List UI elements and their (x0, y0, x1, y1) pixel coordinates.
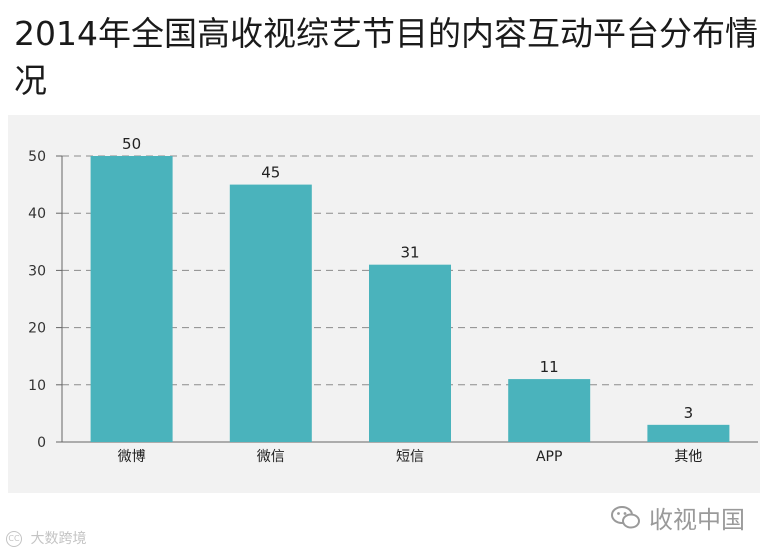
x-tick-label: APP (536, 449, 562, 465)
bar (369, 264, 451, 442)
bar (229, 184, 312, 442)
x-tick-label: 微博 (118, 448, 146, 465)
bar (508, 379, 591, 442)
chart-panel: 0 10 20 30 40 50 50 微博 45 微信 31 短信 11 APP 3 其他 (8, 115, 760, 493)
x-tick-label: 短信 (396, 449, 424, 465)
y-tick-label: 0 (37, 435, 46, 451)
x-tick-label: 其他 (674, 449, 702, 465)
bar-chart: 0 10 20 30 40 50 50 微博 45 微信 31 短信 11 APP 3 其他 (28, 135, 758, 465)
data-label: 45 (261, 164, 280, 182)
y-tick-label: 50 (28, 149, 46, 165)
brand-watermark-text: 收视中国 (649, 506, 745, 534)
bar (647, 424, 730, 442)
data-label: 31 (400, 244, 419, 262)
data-label: 11 (540, 358, 559, 376)
brand-watermark: 收视中国 (611, 500, 745, 535)
cc-icon: CC (6, 531, 22, 547)
y-tick-label: 20 (28, 321, 46, 337)
y-tick-label: 30 (28, 263, 46, 279)
x-tick-label: 微信 (257, 449, 285, 465)
footer-watermark: CC 大数跨境 (6, 528, 86, 548)
bar (90, 156, 173, 442)
chart-title: 2014年全国高收视综艺节目的内容互动平台分布情况 (14, 14, 758, 100)
y-tick-label: 40 (28, 206, 46, 222)
footer-watermark-text: 大数跨境 (30, 531, 87, 547)
data-label: 50 (122, 135, 141, 153)
wechat-icon (611, 505, 640, 528)
data-label: 3 (684, 404, 694, 422)
y-tick-label: 10 (28, 378, 46, 394)
